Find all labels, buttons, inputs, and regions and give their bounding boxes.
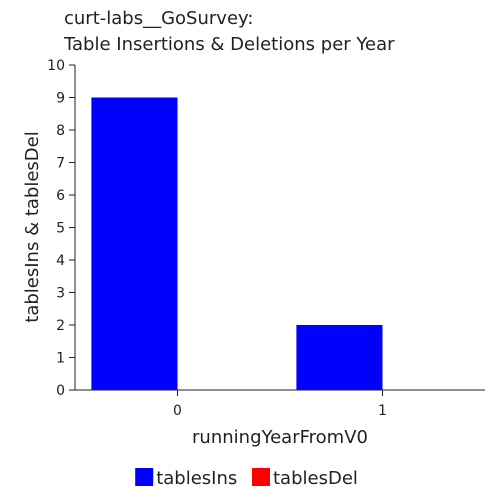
y-axis-label: tablesIns & tablesDel — [22, 131, 43, 322]
x-tick-label: 1 — [378, 403, 387, 419]
y-tick-label: 6 — [56, 188, 65, 204]
y-axis-ticks: 0 1 2 3 4 5 6 7 8 9 10 — [47, 58, 75, 399]
y-tick-label: 3 — [56, 286, 65, 302]
chart-title-line-1: curt-labs__GoSurvey: — [64, 8, 253, 29]
y-tick-label: 9 — [56, 91, 65, 107]
x-tick-label: 0 — [173, 403, 182, 419]
y-tick-label: 7 — [56, 156, 65, 172]
y-tick-label: 1 — [56, 351, 65, 367]
legend-label-tablesDel: tablesDel — [273, 468, 358, 489]
bar-tablesIns-1 — [296, 325, 383, 390]
bar-tablesIns-0 — [91, 97, 178, 390]
legend-label-tablesIns: tablesIns — [156, 468, 237, 489]
legend-swatch-tablesIns — [135, 468, 154, 486]
y-tick-label: 10 — [47, 58, 65, 74]
y-tick-label: 8 — [56, 123, 65, 139]
chart-title-line-2: Table Insertions & Deletions per Year — [63, 34, 395, 55]
x-axis-label: runningYearFromV0 — [192, 427, 368, 448]
legend: tablesIns tablesDel — [135, 468, 358, 489]
y-tick-label: 0 — [56, 383, 65, 399]
y-tick-label: 2 — [56, 318, 65, 334]
y-tick-label: 5 — [56, 221, 65, 237]
legend-swatch-tablesDel — [252, 468, 270, 486]
bars-layer — [91, 97, 383, 390]
y-tick-label: 4 — [56, 253, 65, 269]
